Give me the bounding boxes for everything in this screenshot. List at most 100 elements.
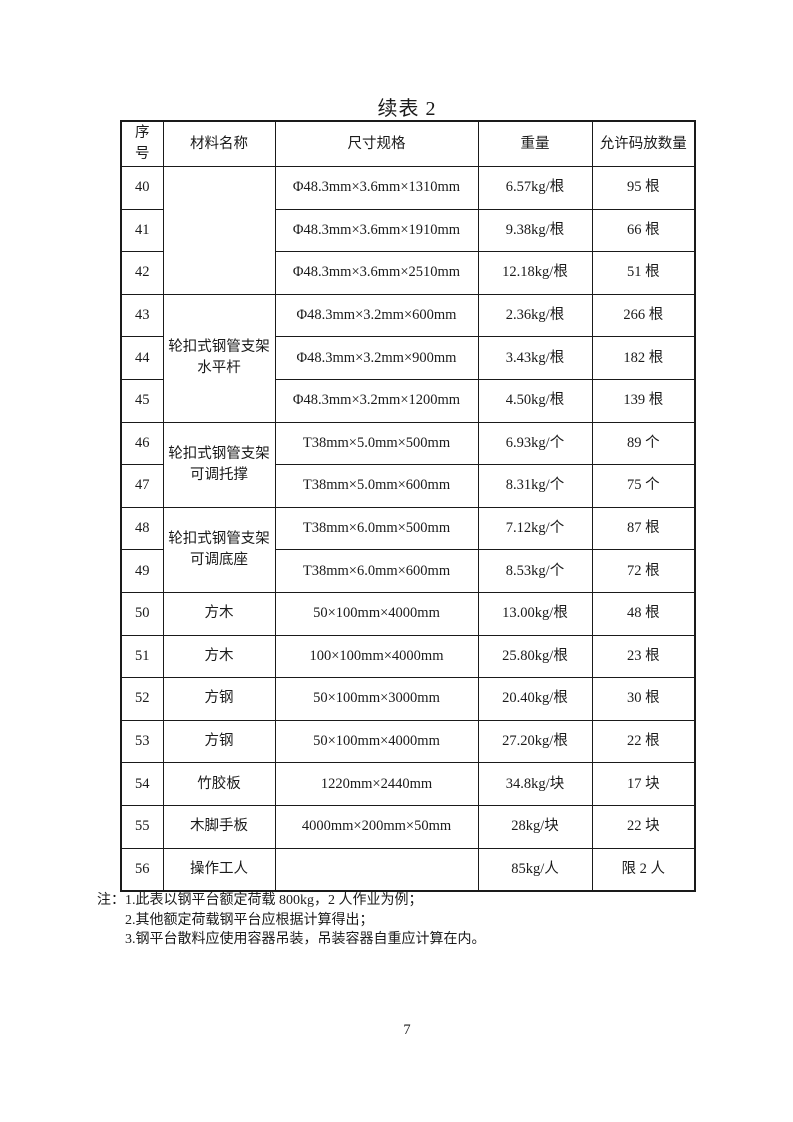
cell-qty: 266 根 [591,293,696,338]
cell-spec: T38mm×6.0mm×500mm [274,506,479,551]
table-row: 48 轮扣式钢管支架 可调底座 T38mm×6.0mm×500mm 7.12kg… [120,506,696,593]
note-item: 3.钢平台散料应使用容器吊装，吊装容器自重应计算在内。 [125,932,486,947]
cell-weight: 8.31kg/个 [477,464,593,508]
cell-weight: 9.38kg/根 [477,208,593,253]
table-row: 53 方钢 50×100mm×4000mm 27.20kg/根 22 根 [120,719,696,764]
table-header: 序 号 材料名称 尺寸规格 重量 允许码放数量 [120,120,696,167]
cell-weight: 4.50kg/根 [477,378,593,423]
table-row: 49 T38mm×6.0mm×600mm 8.53kg/个 72 根 [120,549,696,593]
note-item: 1.此表以钢平台额定荷载 800kg，2 人作业为例； [125,893,423,908]
cell-weight: 2.36kg/根 [477,293,593,338]
cell-weight: 25.80kg/根 [477,634,593,679]
table-row: 45 Φ48.3mm×3.2mm×1200mm 4.50kg/根 139 根 [120,378,696,423]
cell-spec [274,847,479,892]
cell-material: 操作工人 [162,847,276,892]
table-row: 51 方木 100×100mm×4000mm 25.80kg/根 23 根 [120,634,696,679]
cell-material-group [162,166,276,295]
cell-weight: 13.00kg/根 [477,591,593,636]
cell-spec: Φ48.3mm×3.2mm×1200mm [274,378,479,423]
notes-items: 1.此表以钢平台额定荷载 800kg，2 人作业为例； 2.其他额定荷载钢平台应… [125,891,697,950]
cell-weight: 20.40kg/根 [477,677,593,721]
cell-qty: 22 根 [591,719,696,764]
note-item: 2.其他额定荷载钢平台应根据计算得出； [125,912,374,928]
cell-no: 54 [120,762,164,806]
cell-spec: Φ48.3mm×3.6mm×1910mm [274,208,479,253]
cell-spec: Φ48.3mm×3.6mm×1310mm [274,166,479,210]
cell-qty: 22 块 [591,804,696,849]
table-row: 46 轮扣式钢管支架 可调托撑 T38mm×5.0mm×500mm 6.93kg… [120,421,696,508]
cell-no: 51 [120,634,164,679]
cell-qty: 51 根 [591,251,696,295]
cell-weight: 6.93kg/个 [477,421,593,466]
table-row: 47 T38mm×5.0mm×600mm 8.31kg/个 75 个 [120,464,696,508]
cell-qty: 限 2 人 [591,847,696,892]
cell-material: 方木 [162,591,276,636]
cell-no: 46 [120,421,164,466]
cell-qty: 87 根 [591,506,696,551]
table-row: 52 方钢 50×100mm×3000mm 20.40kg/根 30 根 [120,677,696,721]
table-row: 41 Φ48.3mm×3.6mm×1910mm 9.38kg/根 66 根 [120,208,696,253]
cell-material: 木脚手板 [162,804,276,849]
cell-qty: 95 根 [591,166,696,210]
cell-weight: 6.57kg/根 [477,166,593,210]
table-row: 40 Φ48.3mm×3.6mm×1310mm 6.57kg/根 95 根 [120,166,696,295]
page-number: 7 [403,1022,411,1038]
column-header-no: 序 号 [120,120,164,167]
cell-qty: 89 个 [591,421,696,466]
cell-no: 48 [120,506,164,551]
cell-material: 方钢 [162,677,276,721]
table-body: 40 Φ48.3mm×3.6mm×1310mm 6.57kg/根 95 根 41… [120,166,696,892]
table-row: 56 操作工人 85kg/人 限 2 人 [120,847,696,892]
cell-no: 52 [120,677,164,721]
cell-material-group: 轮扣式钢管支架 可调底座 [162,506,276,593]
cell-qty: 17 块 [591,762,696,806]
cell-spec: Φ48.3mm×3.6mm×2510mm [274,251,479,295]
cell-qty: 30 根 [591,677,696,721]
table-row: 54 竹胶板 1220mm×2440mm 34.8kg/块 17 块 [120,762,696,806]
cell-no: 50 [120,591,164,636]
cell-weight: 8.53kg/个 [477,549,593,593]
cell-no: 43 [120,293,164,338]
cell-no: 41 [120,208,164,253]
cell-material: 方钢 [162,719,276,764]
header-row: 序 号 材料名称 尺寸规格 重量 允许码放数量 [120,120,696,167]
table-row: 43 轮扣式钢管支架 水平杆 Φ48.3mm×3.2mm×600mm 2.36k… [120,293,696,423]
cell-spec: T38mm×6.0mm×600mm [274,549,479,593]
cell-qty: 182 根 [591,336,696,380]
table-row: 42 Φ48.3mm×3.6mm×2510mm 12.18kg/根 51 根 [120,251,696,295]
cell-material: 竹胶板 [162,762,276,806]
table-title: 续表 2 [377,98,437,120]
cell-spec: Φ48.3mm×3.2mm×900mm [274,336,479,380]
column-header-material: 材料名称 [162,120,276,167]
column-header-weight: 重量 [477,120,593,167]
cell-no: 42 [120,251,164,295]
cell-spec: 1220mm×2440mm [274,762,479,806]
column-header-spec: 尺寸规格 [274,120,479,167]
cell-weight: 28kg/块 [477,804,593,849]
cell-material: 方木 [162,634,276,679]
cell-qty: 139 根 [591,378,696,423]
cell-material-group: 轮扣式钢管支架 可调托撑 [162,421,276,508]
table-row: 50 方木 50×100mm×4000mm 13.00kg/根 48 根 [120,591,696,636]
table-row: 55 木脚手板 4000mm×200mm×50mm 28kg/块 22 块 [120,804,696,849]
cell-spec: 50×100mm×4000mm [274,591,479,636]
cell-no: 56 [120,847,164,892]
cell-no: 53 [120,719,164,764]
cell-spec: 50×100mm×3000mm [274,677,479,721]
cell-qty: 66 根 [591,208,696,253]
cell-qty: 23 根 [591,634,696,679]
cell-spec: 50×100mm×4000mm [274,719,479,764]
cell-spec: T38mm×5.0mm×500mm [274,421,479,466]
cell-no: 47 [120,464,164,508]
cell-spec: 4000mm×200mm×50mm [274,804,479,849]
notes-label: 注： [97,893,125,908]
cell-qty: 48 根 [591,591,696,636]
cell-qty: 72 根 [591,549,696,593]
cell-weight: 12.18kg/根 [477,251,593,295]
cell-spec: Φ48.3mm×3.2mm×600mm [274,293,479,338]
cell-no: 49 [120,549,164,593]
cell-weight: 7.12kg/个 [477,506,593,551]
cell-no: 40 [120,166,164,210]
cell-spec: T38mm×5.0mm×600mm [274,464,479,508]
